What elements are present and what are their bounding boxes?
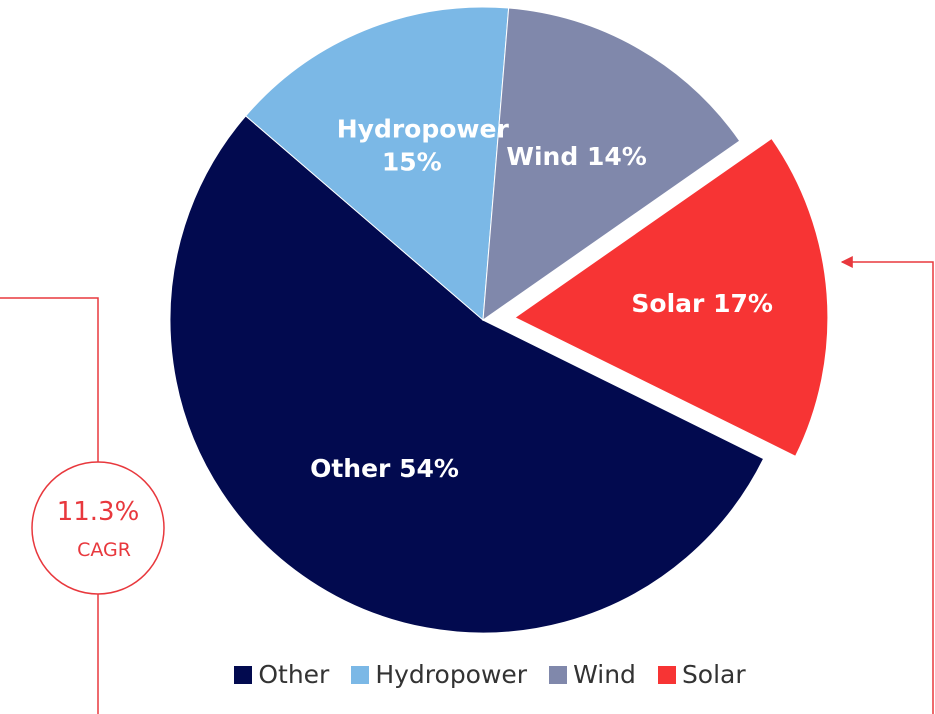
pie-slice [513,137,829,457]
legend-item: Wind [549,660,636,689]
legend: Other Hydropower Wind Solar [0,660,935,689]
cagr-value: 11.3% [57,497,140,527]
cagr-label: CAGR [77,539,131,561]
pie-slice [482,7,741,322]
bracket-line [0,297,99,462]
legend-swatch [234,665,253,684]
legend-label: Hydropower [375,660,528,689]
cagr-circle [31,461,165,595]
pie [169,6,829,634]
legend-item: Solar [657,660,746,689]
legend-swatch [549,665,568,684]
data-label: Other 54% [310,453,459,483]
data-label: Hydropower 15% [336,114,509,177]
legend-item: Other [234,660,329,689]
legend-item: Hydropower [351,660,527,689]
legend-label: Wind [573,660,636,689]
data-label: Solar 17% [631,288,773,318]
legend-swatch [351,665,370,684]
legend-label: Other [258,660,330,689]
legend-swatch [657,665,676,684]
pie-slice [169,115,765,634]
data-label: Wind 14% [506,141,647,171]
legend-label: Solar [681,660,746,689]
pie-slice [244,6,510,322]
arrow-line [840,256,934,714]
